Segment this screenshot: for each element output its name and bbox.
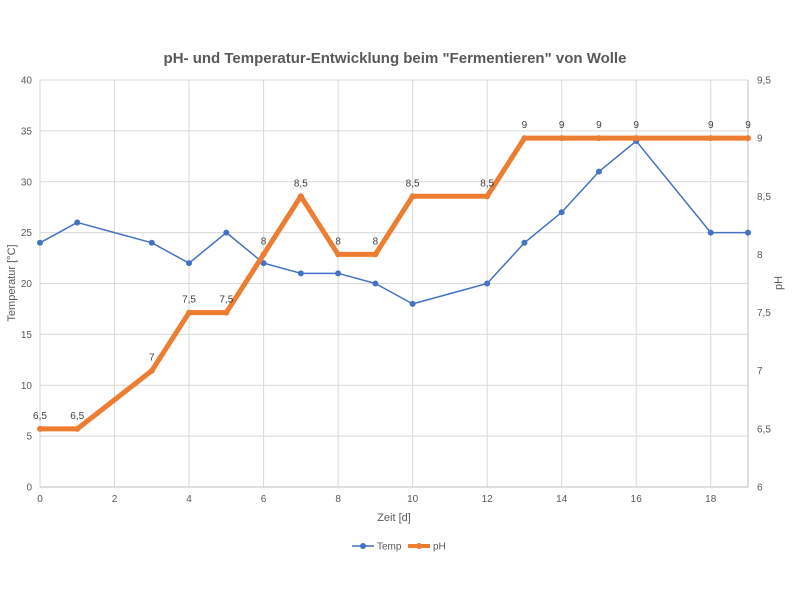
temp-data-point xyxy=(521,239,528,246)
ph-data-point xyxy=(558,135,565,142)
y-tick-label: 40 xyxy=(21,76,33,87)
y2-tick-label: 7 xyxy=(757,366,763,377)
y2-tick-label: 9 xyxy=(757,134,763,145)
ph-data-point xyxy=(372,251,379,258)
temp-data-point xyxy=(558,209,565,216)
x-tick-label: 2 xyxy=(112,494,118,505)
ph-data-point xyxy=(297,193,304,200)
data-labels: 6,5 6,5 7 7,5 7,5 8 8,5 8 8 8,5 8,5 9 9 9 9 9 9 xyxy=(33,120,751,422)
ph-data-point xyxy=(409,193,416,200)
temp-data-point xyxy=(409,300,416,307)
chart-title: pH- und Temperatur-Entwicklung beim "Fer… xyxy=(164,50,627,67)
series xyxy=(37,135,751,432)
ph-data-label: 9 xyxy=(745,120,751,131)
ph-data-label: 8,5 xyxy=(406,178,420,189)
ph-data-label: 8,5 xyxy=(480,178,494,189)
x-tick-label: 4 xyxy=(186,494,192,505)
x-tick-label: 14 xyxy=(556,494,568,505)
y2-tick-label: 6,5 xyxy=(757,424,771,435)
ph-data-point xyxy=(595,135,602,142)
ph-data-label: 8,5 xyxy=(294,178,308,189)
x-tick-label: 0 xyxy=(37,494,43,505)
ph-data-point xyxy=(186,309,193,316)
ph-data-label: 9 xyxy=(596,120,602,131)
ph-data-label: 7,5 xyxy=(182,295,196,306)
ph-data-label: 9 xyxy=(559,120,565,131)
axes: 0 2 4 6 8 10 12 14 16 18 0 5 10 15 20 25 30 35 40 6 6,5 7 7,5 8… xyxy=(21,76,771,506)
x-tick-label: 16 xyxy=(631,494,643,505)
ph-data-point xyxy=(74,425,81,432)
temp-data-point xyxy=(335,270,342,277)
x-axis-title: Zeit [d] xyxy=(377,512,411,524)
y-tick-label: 5 xyxy=(26,432,32,443)
x-tick-label: 6 xyxy=(261,494,267,505)
temp-data-point xyxy=(148,239,155,246)
temp-data-point xyxy=(595,168,602,175)
x-tick-label: 12 xyxy=(482,494,494,505)
temp-data-point xyxy=(260,260,267,267)
y2-tick-label: 7,5 xyxy=(757,308,771,319)
ph-data-label: 9 xyxy=(708,120,714,131)
x-tick-label: 10 xyxy=(407,494,419,505)
ph-data-point xyxy=(633,135,640,142)
y-tick-label: 15 xyxy=(21,330,33,341)
temp-data-point xyxy=(707,229,714,236)
y-tick-label: 10 xyxy=(21,381,33,392)
temp-data-point xyxy=(37,239,43,246)
y-tick-label: 25 xyxy=(21,228,33,239)
y2-tick-label: 8 xyxy=(757,250,763,261)
y-tick-label: 35 xyxy=(21,126,33,137)
ph-data-label: 8 xyxy=(373,236,379,247)
temp-data-point xyxy=(745,229,751,236)
temp-legend-label: Temp xyxy=(377,542,402,553)
ph-data-label: 8 xyxy=(335,236,341,247)
ph-data-label: 7 xyxy=(149,353,155,364)
grid xyxy=(39,79,748,488)
ph-data-point xyxy=(745,135,751,142)
temp-data-point xyxy=(297,270,304,277)
temp-data-point xyxy=(74,219,81,226)
y-axis-title: Temperatur [°C] xyxy=(6,244,18,321)
x-tick-label: 8 xyxy=(335,494,341,505)
ph-data-point xyxy=(707,135,714,142)
temp-data-point xyxy=(372,280,379,287)
ph-data-point xyxy=(148,367,155,374)
x-tick-label: 18 xyxy=(705,494,717,505)
ph-data-label: 6,5 xyxy=(33,411,47,422)
ph-data-point xyxy=(37,425,43,432)
ph-data-point xyxy=(484,193,491,200)
ph-data-label: 6,5 xyxy=(70,411,84,422)
ph-data-point xyxy=(223,309,230,316)
y-tick-label: 0 xyxy=(26,483,32,494)
ph-data-point xyxy=(335,251,342,258)
y2-tick-label: 8,5 xyxy=(757,192,771,203)
temp-data-point xyxy=(186,260,193,267)
ph-data-label: 9 xyxy=(633,120,639,131)
ph-data-point xyxy=(260,251,267,258)
y-tick-label: 30 xyxy=(21,177,33,188)
y2-axis-title: pH xyxy=(773,276,785,290)
legend: Temp pH xyxy=(352,542,446,553)
y-tick-label: 20 xyxy=(21,279,33,290)
temp-data-point xyxy=(484,280,491,287)
ph-data-label: 7,5 xyxy=(219,295,233,306)
ph-data-label: 8 xyxy=(261,236,267,247)
temp-legend-marker xyxy=(360,543,366,549)
y2-tick-label: 6 xyxy=(757,483,763,494)
ph-legend-label: pH xyxy=(433,542,446,553)
y2-tick-label: 9,5 xyxy=(757,76,771,87)
ph-legend-marker xyxy=(416,543,422,549)
ph-data-label: 9 xyxy=(522,120,528,131)
temp-data-point xyxy=(223,229,230,236)
ph-data-point xyxy=(521,135,528,142)
